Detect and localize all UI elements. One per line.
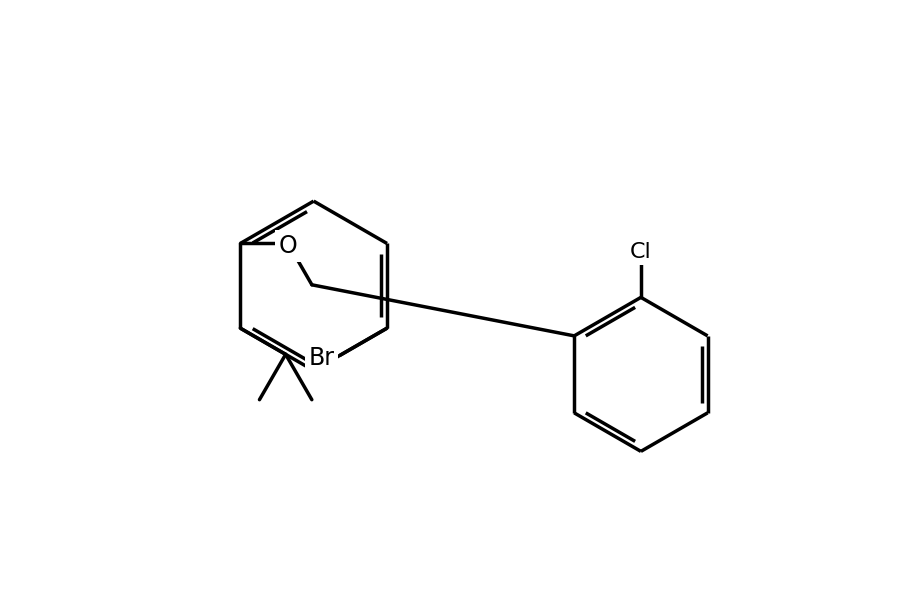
Text: Cl: Cl xyxy=(630,242,651,262)
Text: Br: Br xyxy=(308,346,334,370)
Text: O: O xyxy=(278,234,297,258)
